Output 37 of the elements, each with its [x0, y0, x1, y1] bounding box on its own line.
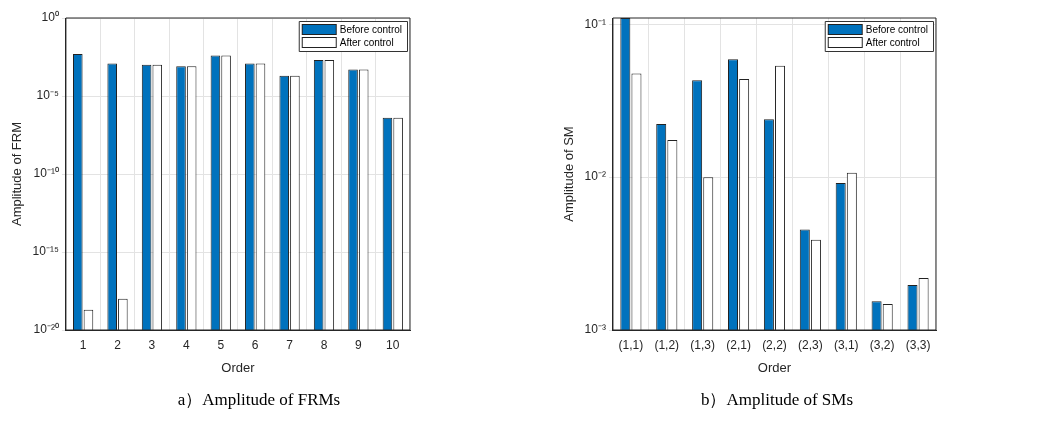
y-tick-label: 10⁻²: [584, 169, 606, 184]
x-tick-label: (1,1): [618, 337, 644, 352]
x-tick-label: (2,2): [762, 337, 787, 352]
legend-label: After control: [339, 36, 394, 48]
x-tick-label: (1,2): [654, 337, 680, 352]
x-tick-label: 10: [386, 337, 400, 352]
x-tick-label: 2: [114, 337, 122, 352]
y-tick-label: 10⁻⁵: [36, 88, 59, 103]
y-tick-label: 10⁰: [41, 10, 59, 25]
x-tick-label: 7: [286, 337, 294, 352]
x-tick-label: 8: [320, 337, 328, 352]
y-axis-title: Amplitude of FRM: [9, 121, 25, 227]
x-tick-label: (3,3): [905, 337, 931, 352]
x-tick-label: (2,1): [726, 337, 751, 352]
y-tick-label: 10⁻¹: [584, 16, 606, 31]
x-tick-label: 5: [217, 337, 225, 352]
legend-label: Before control: [865, 23, 929, 35]
y-tick-label: 10⁻¹⁵: [32, 244, 59, 259]
text: a）Amplitude of FRMs: [176, 389, 342, 411]
y-tick-label: 10⁻²⁰: [33, 322, 59, 337]
x-tick-label: (1,3): [690, 337, 716, 352]
legend-label: After control: [865, 36, 920, 48]
y-tick-label: 10⁻¹⁰: [33, 166, 59, 181]
x-tick-label: 6: [251, 337, 259, 352]
y-tick-label: 10⁻³: [584, 322, 606, 337]
x-tick-label: (3,1): [833, 337, 859, 352]
x-tick-label: 3: [148, 337, 156, 352]
y-axis-title: Amplitude of SM: [561, 126, 577, 222]
x-axis-title: Order: [221, 359, 256, 375]
text: b）Amplitude of SMs: [699, 389, 855, 411]
legend-label: Before control: [339, 23, 403, 35]
x-axis-title: Order: [757, 359, 792, 375]
x-tick-label: (2,3): [798, 337, 823, 352]
x-tick-label: 4: [183, 337, 190, 352]
x-tick-label: 9: [355, 337, 363, 352]
x-tick-label: (3,2): [869, 337, 895, 352]
x-tick-label: 1: [79, 337, 87, 352]
